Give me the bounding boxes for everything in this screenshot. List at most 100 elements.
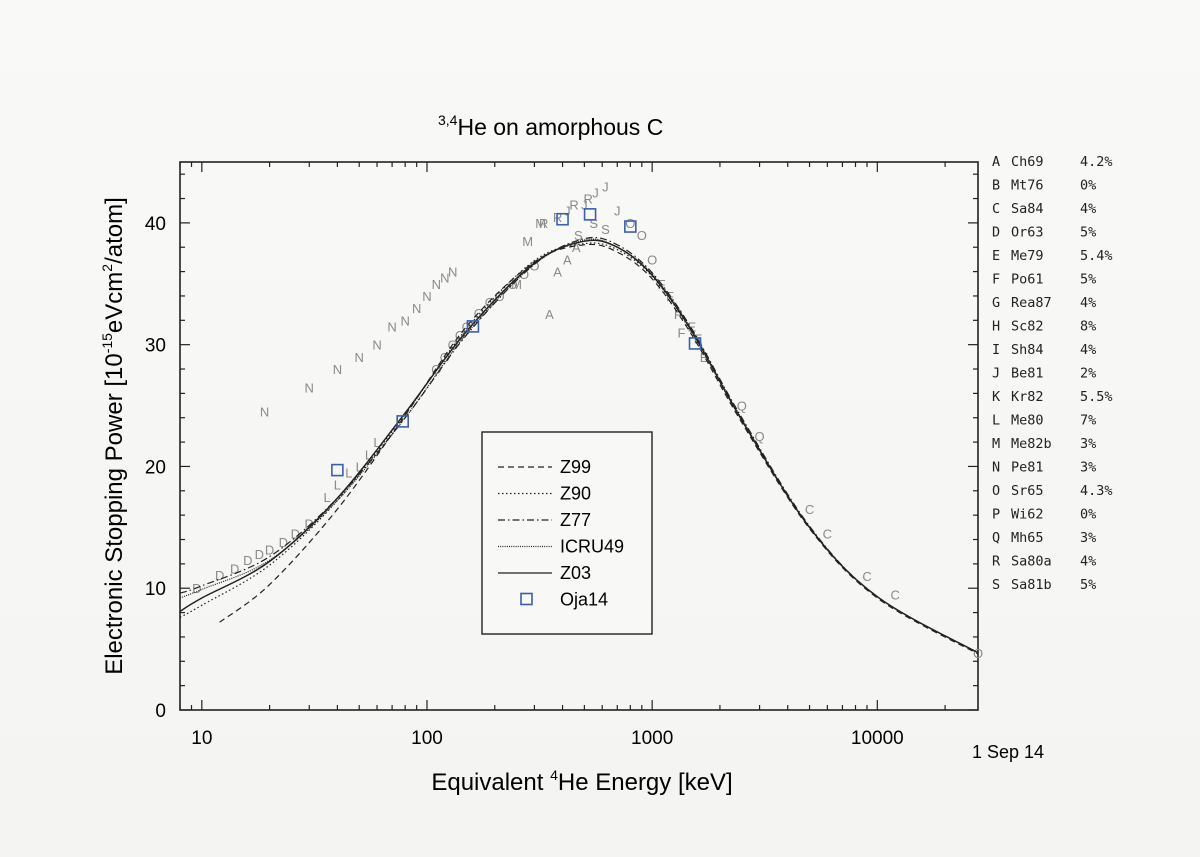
reference-row: O Sr65 4.3% [992,483,1113,499]
legend-box [481,431,653,635]
x-tick-label: 10000 [851,728,904,749]
chart-title: 3,4He on amorphous C [438,112,663,140]
reference-letter: B [992,178,1000,194]
axis-ticks [179,162,978,711]
data-letter-marker: D [305,517,314,532]
y-tick-label: 0 [155,701,166,722]
data-letter-marker: A [563,252,572,267]
reference-row: A Ch69 4.2% [992,154,1113,170]
reference-letter: M [992,436,1000,452]
data-letter-marker: J [614,204,621,219]
data-letter-marker: N [387,319,396,334]
oja14-point [331,463,344,477]
legend-label-z77: Z77 [560,510,591,530]
y-axis-label-sup1: -15 [99,333,115,353]
reference-row: P Wi62 0% [992,507,1096,523]
data-letter-marker: J [564,204,571,219]
x-axis-label-sup: 4 [550,767,558,783]
legend-swatch-oja14 [520,592,533,606]
reference-percent: 7% [1080,413,1096,429]
data-letter-marker: J [592,185,599,200]
data-series [179,208,979,655]
oja14-point [583,208,597,221]
data-letter-marker: N [400,313,409,328]
reference-code: Wi62 [1011,507,1044,523]
data-letter-marker: C [805,502,814,517]
reference-code: Po61 [1011,272,1044,288]
reference-row: S Sa81b 5% [992,577,1096,593]
data-letter-marker: R [569,198,578,213]
data-letter-marker: Q [737,399,747,414]
data-letter-marker: D [255,547,264,562]
reference-percent: 4% [1080,295,1096,311]
oja14-point [688,337,702,350]
y-tick-label: 30 [145,336,166,357]
reference-row: F Po61 5% [992,272,1096,288]
data-letter-marker: N [333,362,342,377]
reference-code: Mt76 [1011,178,1044,194]
data-letter-marker: O [647,252,657,267]
reference-letter: S [992,577,1000,593]
data-letter-marker: N [412,301,421,316]
reference-code: Sh84 [1011,342,1044,358]
oja14-point [396,415,409,428]
y-axis-label-sup2: 2 [99,264,115,272]
data-letter-marker: S [574,228,583,243]
data-letter-marker: O [485,295,495,310]
x-tick-label: 10 [191,728,212,749]
data-letter-marker: O [973,646,983,661]
data-letter-marker: N [422,289,431,304]
data-letter-marker: L [323,490,330,505]
data-letter-marker: D [215,568,224,583]
data-letter-marker: E [700,350,709,365]
data-letter-marker: N [432,277,441,292]
chart-title-superscript: 3,4 [438,112,458,128]
reference-row: E Me79 5.4% [992,248,1113,264]
data-letter-marker: A [572,240,581,255]
data-letter-marker: R [539,216,548,231]
reference-letter: G [992,295,1000,311]
y-tick-label: 10 [145,579,166,600]
reference-letter: L [992,413,1000,429]
reference-percent: 0% [1080,507,1096,523]
reference-code: Be81 [1011,366,1044,382]
data-letter-marker: D [230,562,239,577]
data-letter-marker: J [602,179,609,194]
reference-code: Me82b [1011,436,1052,452]
reference-percent: 5.5% [1080,389,1113,405]
reference-code: Me80 [1011,413,1044,429]
reference-percent: 5% [1080,577,1096,593]
reference-letter: I [992,342,1000,358]
reference-percent: 8% [1080,319,1096,335]
data-letter-marker: A [545,307,554,322]
reference-letter: H [992,319,1000,335]
y-axis-label: Electronic Stopping Power [10-15eVcm2/at… [99,197,128,675]
reference-row: D Or63 5% [992,225,1096,241]
reference-percent: 3% [1080,460,1096,476]
reference-letter: E [992,248,1000,264]
data-letter-marker: O [529,259,539,274]
reference-letter: Q [992,530,1000,546]
data-letter-marker: N [355,350,364,365]
data-letter-marker: L [334,478,341,493]
series-line-z99 [219,243,979,655]
chart-title-main: He on amorphous C [457,114,663,140]
data-letter-marker: D [265,542,274,557]
reference-percent: 4% [1080,342,1096,358]
reference-percent: 2% [1080,366,1096,382]
reference-letter: F [992,272,1000,288]
reference-letter: P [992,507,1000,523]
data-letter-marker: O [637,228,647,243]
reference-letter: J [992,366,1000,382]
legend-label-icru49: ICRU49 [560,537,624,557]
reference-letter: O [992,483,1000,499]
data-letter-marker: O [455,328,465,343]
data-letter-marker: C [862,569,871,584]
data-letter-marker: A [553,265,562,280]
reference-code: Rea87 [1011,295,1052,311]
reference-code: Kr82 [1011,389,1044,405]
reference-percent: 4.2% [1080,154,1113,170]
reference-letter: C [992,201,1000,217]
reference-row: G Rea87 4% [992,295,1096,311]
